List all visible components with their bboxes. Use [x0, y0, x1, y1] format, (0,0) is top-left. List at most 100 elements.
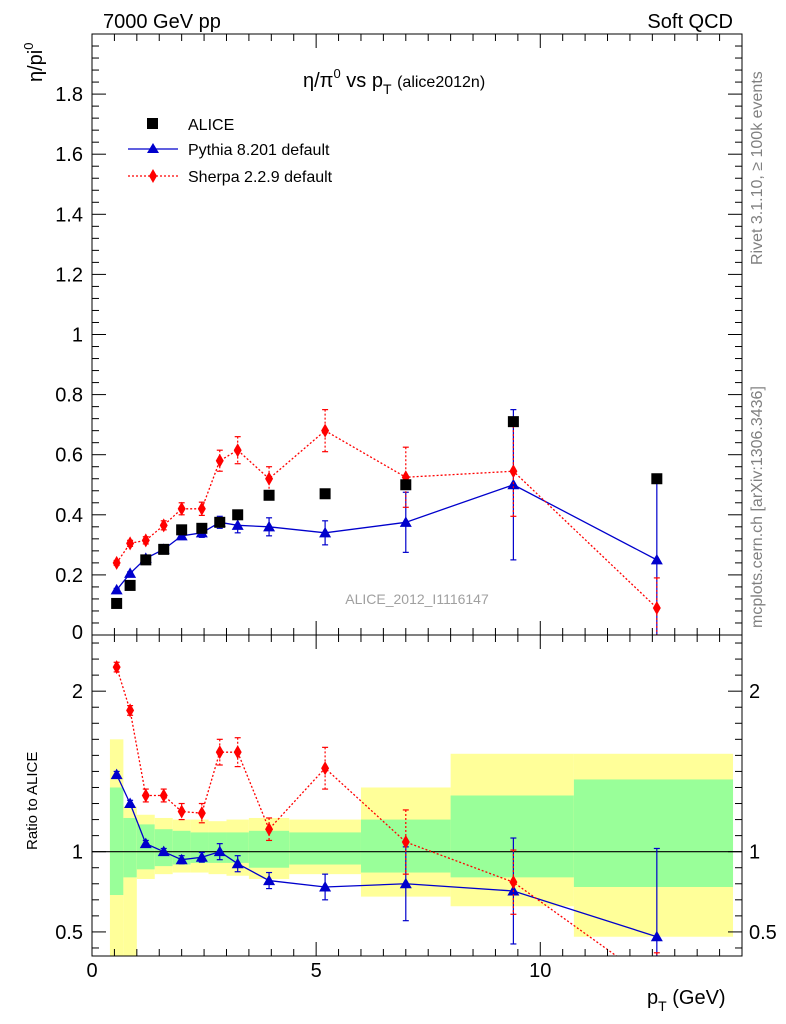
alice-point	[176, 524, 188, 536]
title-sup: 0	[333, 66, 340, 81]
alice-point	[140, 554, 152, 566]
ratio-y-axis-label: Ratio to ALICE	[24, 752, 41, 850]
sherpa-ratio-point	[321, 761, 330, 776]
alice-point	[651, 473, 663, 485]
legend-label-pythia: Pythia 8.201 default	[188, 142, 330, 159]
pythia-ratio-point	[399, 877, 412, 889]
header-category-label: Soft QCD	[647, 11, 733, 33]
y-tick-label: 0.2	[55, 565, 83, 587]
alice-point	[319, 488, 331, 500]
sherpa-ratio-point	[141, 788, 150, 803]
y-tick-label-zero: 0	[72, 622, 83, 644]
sherpa-ratio-point	[126, 703, 135, 718]
title-tail: (alice2012n)	[397, 74, 485, 91]
legend-diamond-marker	[149, 169, 157, 183]
sherpa-point	[652, 600, 661, 615]
pythia-ratio-point	[157, 845, 170, 857]
alice-point	[400, 479, 412, 491]
ratio-y-tick-label-right: 0.5	[749, 922, 777, 944]
sherpa-ratio-point	[233, 745, 242, 760]
uncertainty-band-green	[109, 787, 124, 896]
sherpa-ratio-point	[265, 822, 274, 837]
xlabel-sub: T	[658, 998, 667, 1014]
alice-point	[214, 516, 226, 528]
uncertainty-band-green	[573, 779, 734, 887]
header-energy-label: 7000 GeV pp	[103, 11, 221, 33]
ratio-panel: 0.5 0.5 1 1 2 2 0 5 10 Ratio to ALICE pT (GeV)	[24, 634, 777, 1014]
sherpa-ratio-point	[215, 745, 224, 760]
sherpa-ratio-point	[177, 804, 186, 819]
rivet-version-label: Rivet 3.1.10, ≥ 100k events	[749, 71, 766, 265]
legend: ALICE Pythia 8.201 default Sherpa 2.2.9 …	[128, 117, 333, 186]
ratio-y-tick-label-right: 2	[749, 681, 760, 703]
legend-item-pythia: Pythia 8.201 default	[128, 142, 330, 159]
pythia-ratio-point	[124, 797, 137, 809]
sherpa-point	[141, 533, 150, 548]
uncertainty-band-green	[172, 830, 191, 865]
alice-point	[196, 522, 208, 534]
ratio-y-tick-label: 1	[72, 842, 83, 864]
y-tick-label: 0.6	[55, 445, 83, 467]
pythia-point	[263, 520, 276, 532]
legend-triangle-marker	[147, 143, 159, 153]
x-tick-label: 10	[529, 960, 551, 982]
uncertainty-band-green	[289, 832, 361, 865]
sherpa-ratio-point	[159, 788, 168, 803]
pythia-point	[650, 553, 663, 565]
uncertainty-band-green	[226, 832, 249, 863]
sherpa-point	[233, 443, 242, 458]
ratio-y-tick-label: 2	[72, 681, 83, 703]
xlabel-main: p	[647, 987, 658, 1009]
sherpa-ratio-point	[112, 660, 121, 675]
xlabel-tail: (GeV)	[667, 987, 726, 1009]
main-panel: ALICE_2012_I1116147 0.2 0.4 0.6 0.8 1 1.2 1.4 1…	[21, 33, 743, 644]
pythia-ratio-point	[175, 853, 188, 865]
alice-point	[158, 543, 170, 555]
watermark-label: ALICE_2012_I1116147	[345, 591, 489, 607]
sherpa-ratio-point	[401, 835, 410, 850]
sherpa-point	[509, 464, 518, 479]
uncertainty-band-green	[208, 832, 227, 863]
y-tick-label: 1.6	[55, 144, 83, 166]
ratio-y-tick-label: 0.5	[55, 922, 83, 944]
legend-label-sherpa: Sherpa 2.2.9 default	[188, 169, 333, 186]
uncertainty-band-green	[248, 830, 290, 868]
title-mid: vs p	[341, 70, 383, 92]
sherpa-point	[265, 471, 274, 486]
y-tick-label: 1.2	[55, 264, 83, 286]
sherpa-point	[197, 501, 206, 516]
alice-point	[111, 597, 123, 609]
pythia-ratio-point	[231, 857, 244, 869]
sherpa-ratio-point	[197, 806, 206, 821]
ratio-y-tick-label-right: 1	[749, 842, 760, 864]
title-main: η/π	[303, 70, 333, 92]
sherpa-point	[177, 501, 186, 516]
pythia-point	[231, 519, 244, 530]
pythia-point	[110, 583, 123, 595]
y-tick-label: 1.8	[55, 84, 83, 106]
pythia-ratio-point	[213, 845, 226, 857]
pythia-ratio-point	[319, 880, 332, 892]
title-sub: T	[383, 81, 392, 97]
pythia-ratio-point	[650, 930, 663, 942]
legend-item-sherpa: Sherpa 2.2.9 default	[128, 169, 333, 186]
x-tick-label: 5	[311, 960, 322, 982]
alice-point	[263, 489, 275, 501]
sherpa-point	[112, 555, 121, 570]
uncertainty-band-green	[123, 817, 137, 878]
y-tick-label: 1	[72, 325, 83, 347]
sherpa-point	[215, 453, 224, 468]
sherpa-point	[159, 518, 168, 533]
y-tick-label: 0.4	[55, 505, 83, 527]
legend-item-alice: ALICE	[147, 117, 234, 134]
mcplots-reference-label: mcplots.cern.ch [arXiv:1306.3436]	[749, 386, 766, 628]
y-tick-label: 0.8	[55, 385, 83, 407]
alice-point	[507, 416, 519, 428]
legend-label-alice: ALICE	[188, 117, 234, 134]
ylabel-main: η/pi	[25, 50, 47, 82]
y-tick-label: 1.4	[55, 204, 83, 226]
alice-point	[124, 579, 136, 591]
pythia-ratio-point	[139, 837, 152, 849]
pythia-ratio-point	[263, 874, 276, 886]
